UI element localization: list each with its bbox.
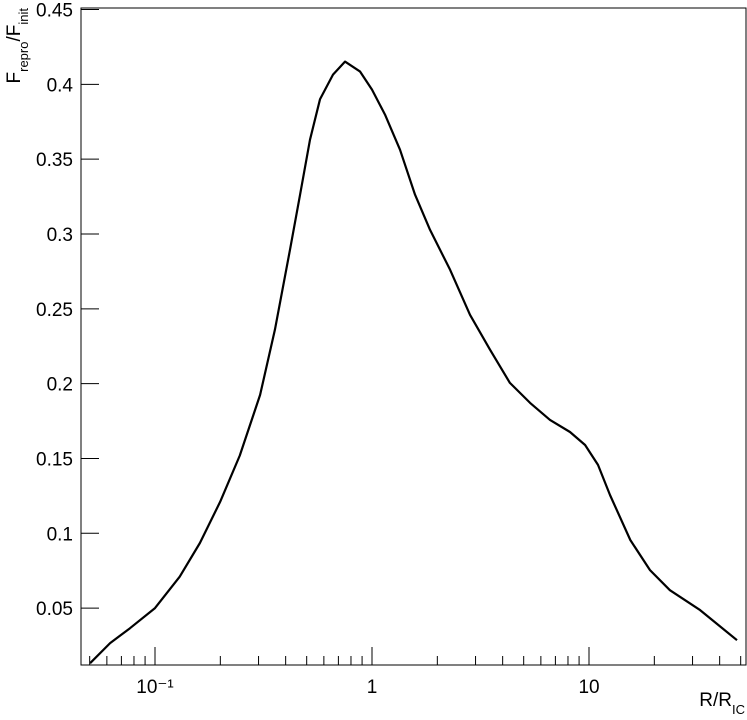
x-axis-title: R/RIC bbox=[699, 690, 745, 717]
title-part: /F bbox=[4, 25, 25, 42]
plot-frame bbox=[80, 7, 747, 666]
curve bbox=[89, 60, 738, 664]
title-part: init bbox=[16, 8, 31, 25]
y-tick-label: 0.15 bbox=[36, 449, 73, 470]
y-tick-label: 0.2 bbox=[47, 375, 73, 396]
y-tick-label: 0.35 bbox=[36, 150, 73, 171]
y-tick-label: 0.4 bbox=[47, 75, 74, 96]
x-tick-label: 10⁻¹ bbox=[136, 677, 174, 698]
y-tick-label: 0.1 bbox=[47, 524, 73, 545]
y-tick-label: 0.25 bbox=[36, 300, 73, 321]
y-axis-title: Frepro/Finit bbox=[4, 8, 31, 84]
x-tick-label: 10 bbox=[578, 677, 599, 698]
title-part: IC bbox=[732, 702, 745, 717]
title-part: R/R bbox=[699, 690, 732, 711]
y-tick-label: 0.45 bbox=[36, 0, 73, 21]
y-tick-label: 0.3 bbox=[47, 225, 73, 246]
title-part: F bbox=[4, 72, 25, 84]
title-part: repro bbox=[16, 42, 31, 72]
x-tick-label: 1 bbox=[367, 677, 378, 698]
y-tick-label: 0.05 bbox=[36, 599, 73, 620]
